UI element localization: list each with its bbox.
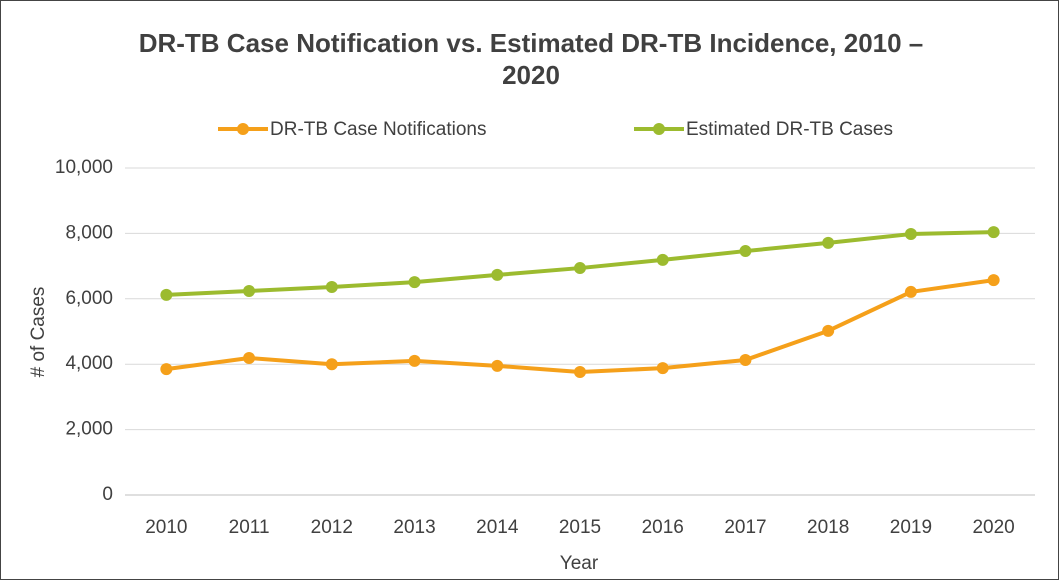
x-tick-label: 2012 xyxy=(311,517,353,538)
legend-marker xyxy=(237,123,249,135)
data-point xyxy=(987,274,1000,287)
y-axis-label: # of Cases xyxy=(28,287,49,378)
x-tick-label: 2016 xyxy=(642,517,684,538)
x-tick-label: 2017 xyxy=(724,517,766,538)
data-point xyxy=(160,288,173,301)
x-tick-label: 2014 xyxy=(476,517,519,538)
data-point xyxy=(739,353,752,366)
legend-label: DR-TB Case Notifications xyxy=(270,119,486,140)
data-point xyxy=(656,362,669,375)
series-line xyxy=(166,278,994,375)
data-point xyxy=(904,285,917,298)
y-tick-label: 8,000 xyxy=(65,222,113,243)
data-point xyxy=(325,281,338,294)
y-tick-label: 2,000 xyxy=(65,419,113,440)
x-tick-label: 2020 xyxy=(972,517,1014,538)
y-tick-label: 4,000 xyxy=(65,353,113,374)
data-point xyxy=(243,351,256,364)
legend-label: Estimated DR-TB Cases xyxy=(686,119,893,140)
data-point xyxy=(656,253,669,266)
data-point xyxy=(491,268,504,281)
legend-marker xyxy=(653,123,665,135)
data-point xyxy=(491,359,504,372)
data-point xyxy=(160,363,173,376)
data-point xyxy=(739,245,752,258)
data-point xyxy=(325,358,338,371)
x-tick-label: 2013 xyxy=(393,517,435,538)
x-tick-label: 2018 xyxy=(807,517,849,538)
x-tick-label: 2011 xyxy=(229,517,270,538)
x-tick-label: 2010 xyxy=(145,517,187,538)
x-axis-label: Year xyxy=(560,553,599,574)
data-point xyxy=(987,226,1000,239)
x-tick-label: 2015 xyxy=(559,517,601,538)
data-point xyxy=(822,324,835,337)
data-point xyxy=(408,354,421,367)
data-point xyxy=(243,284,256,297)
y-tick-label: 6,000 xyxy=(65,288,113,309)
data-point xyxy=(574,262,586,275)
data-point xyxy=(904,228,917,241)
y-tick-label: 10,000 xyxy=(55,157,113,178)
data-point xyxy=(574,366,586,379)
x-tick-label: 2019 xyxy=(890,517,932,538)
data-point xyxy=(408,276,421,289)
data-point xyxy=(822,236,835,249)
y-tick-label: 0 xyxy=(102,484,113,505)
chart-title: DR-TB Case Notification vs. Estimated DR… xyxy=(138,28,924,90)
